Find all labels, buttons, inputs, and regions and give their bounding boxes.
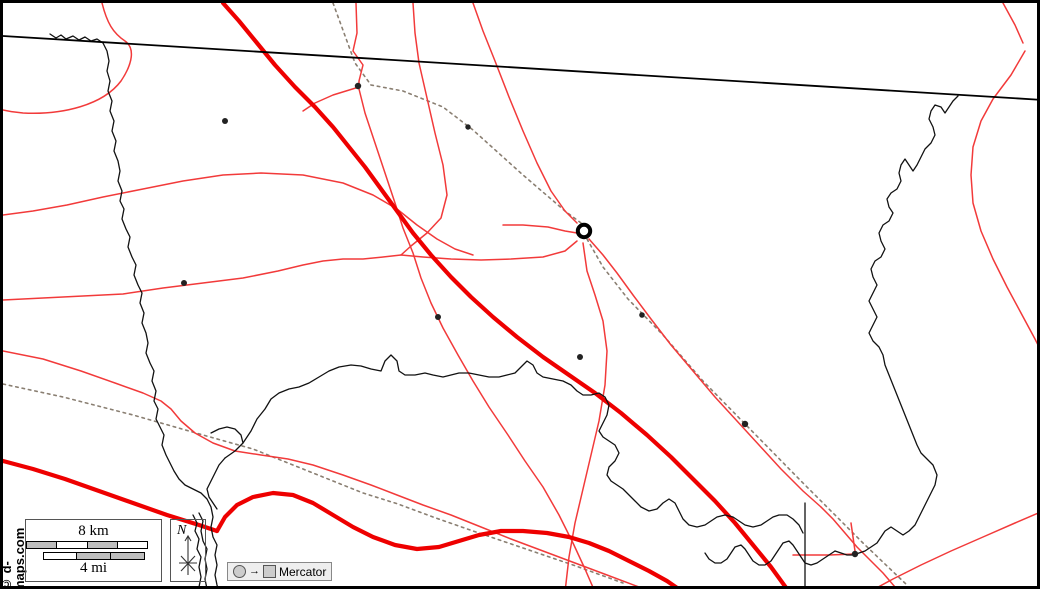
railway-dotted-lines — [3, 3, 909, 586]
scale-mi-segment — [43, 553, 78, 559]
capital-city-marker[interactable] — [575, 222, 593, 240]
globe-circle-icon — [233, 565, 246, 578]
scale-km-segment — [27, 542, 58, 548]
city-dot[interactable] — [354, 82, 362, 90]
copyright-label: © d-maps.com — [0, 527, 27, 589]
flat-square-icon — [263, 565, 276, 578]
city-dot[interactable] — [181, 280, 187, 286]
north-arrow-icon — [179, 534, 197, 575]
city-dot[interactable] — [465, 124, 471, 130]
scale-km-segment — [87, 542, 118, 548]
scale-km-segment — [57, 542, 88, 548]
county-river-outlines — [49, 33, 959, 586]
projection-label: Mercator — [279, 564, 327, 579]
city-dot[interactable] — [435, 314, 441, 320]
map-drawing-canvas — [3, 3, 1037, 586]
arrow-right-icon: → — [249, 565, 260, 577]
city-dot[interactable] — [741, 420, 749, 428]
projection-badge[interactable]: → Mercator — [227, 562, 333, 581]
scale-bar: 8 km 4 mi — [25, 519, 162, 582]
scale-mi-segment — [110, 553, 144, 559]
scale-km-segment — [117, 542, 147, 548]
city-dot[interactable] — [577, 354, 583, 360]
city-dot-layer — [181, 82, 859, 558]
scale-mi-label: 4 mi — [79, 560, 108, 576]
minor-road-network — [3, 3, 1037, 586]
city-dot[interactable] — [851, 550, 859, 558]
state-boundary-line — [3, 35, 1037, 101]
scale-km-label: 8 km — [78, 523, 109, 539]
compass-north-label: N — [177, 523, 187, 538]
scale-mi-segment — [77, 553, 111, 559]
major-highway-network — [3, 3, 788, 586]
compass-box: N — [170, 519, 206, 582]
scale-km-bar — [26, 541, 161, 560]
city-dot[interactable] — [639, 312, 645, 318]
city-dot[interactable] — [222, 118, 228, 124]
